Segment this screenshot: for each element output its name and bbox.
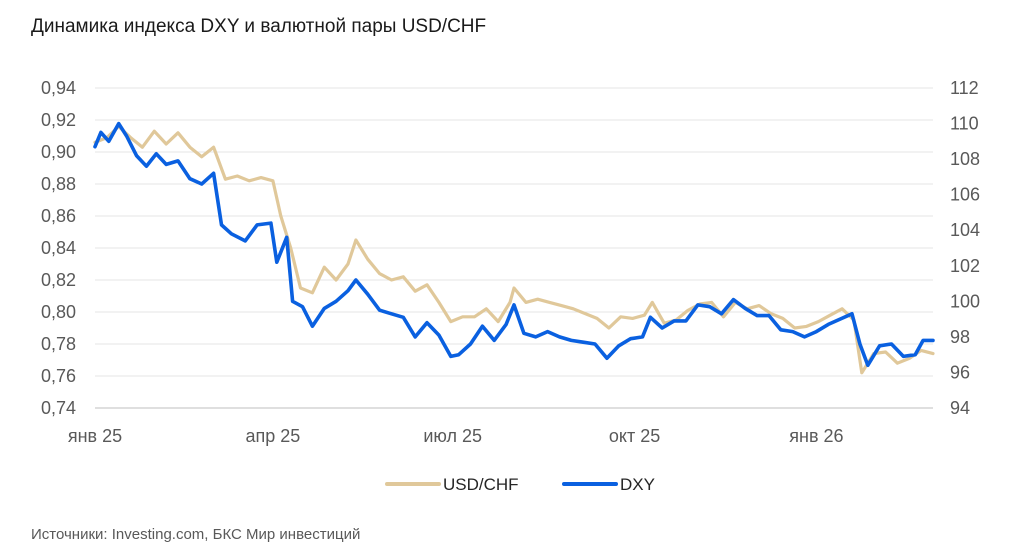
y-right-tick-label: 96 bbox=[950, 362, 970, 382]
y-left-tick-label: 0,74 bbox=[41, 398, 76, 418]
series-line-dxy bbox=[93, 121, 935, 368]
y-right-tick-label: 102 bbox=[950, 256, 980, 276]
legend-label: DXY bbox=[620, 475, 655, 494]
x-tick-label: апр 25 bbox=[245, 426, 300, 446]
y-left-tick-label: 0,84 bbox=[41, 238, 76, 258]
grid bbox=[95, 87, 933, 377]
y-right-tick-label: 94 bbox=[950, 398, 970, 418]
y-left-tick-label: 0,90 bbox=[41, 142, 76, 162]
series-lines bbox=[93, 121, 935, 375]
x-axis: янв 25 апр 25 июл 25 окт 25 янв 26 bbox=[68, 426, 844, 446]
y-left-tick-label: 0,88 bbox=[41, 174, 76, 194]
y-right-tick-label: 104 bbox=[950, 220, 980, 240]
y-left-axis: 0,74 0,76 0,78 0,80 0,82 0,84 0,86 0,88 0,90 0,92… bbox=[41, 78, 76, 418]
chart-title: Динамика индекса DXY и валютной пары USD… bbox=[31, 16, 487, 37]
y-left-tick-label: 0,76 bbox=[41, 366, 76, 386]
x-tick-label: июл 25 bbox=[423, 426, 482, 446]
y-left-tick-label: 0,86 bbox=[41, 206, 76, 226]
y-right-tick-label: 108 bbox=[950, 149, 980, 169]
y-left-tick-label: 0,78 bbox=[41, 334, 76, 354]
y-left-tick-label: 0,80 bbox=[41, 302, 76, 322]
y-right-tick-label: 112 bbox=[950, 78, 979, 98]
y-right-tick-label: 106 bbox=[950, 185, 980, 205]
y-left-tick-label: 0,94 bbox=[41, 78, 76, 98]
y-right-axis: 94 96 98 100 102 104 106 108 110 112 bbox=[950, 78, 980, 418]
legend: USD/CHF DXY bbox=[385, 475, 655, 494]
y-right-tick-label: 110 bbox=[950, 114, 979, 134]
y-left-tick-label: 0,92 bbox=[41, 110, 76, 130]
chart-source: Источники: Investing.com, БКС Мир инвест… bbox=[31, 526, 361, 543]
x-tick-label: окт 25 bbox=[609, 426, 660, 446]
series-line-usd-chf bbox=[93, 124, 935, 375]
y-left-tick-label: 0,82 bbox=[41, 270, 76, 290]
y-right-tick-label: 100 bbox=[950, 291, 980, 311]
legend-label: USD/CHF bbox=[443, 475, 519, 494]
y-right-tick-label: 98 bbox=[950, 327, 970, 347]
x-tick-label: янв 25 bbox=[68, 426, 122, 446]
x-tick-label: янв 26 bbox=[789, 426, 843, 446]
